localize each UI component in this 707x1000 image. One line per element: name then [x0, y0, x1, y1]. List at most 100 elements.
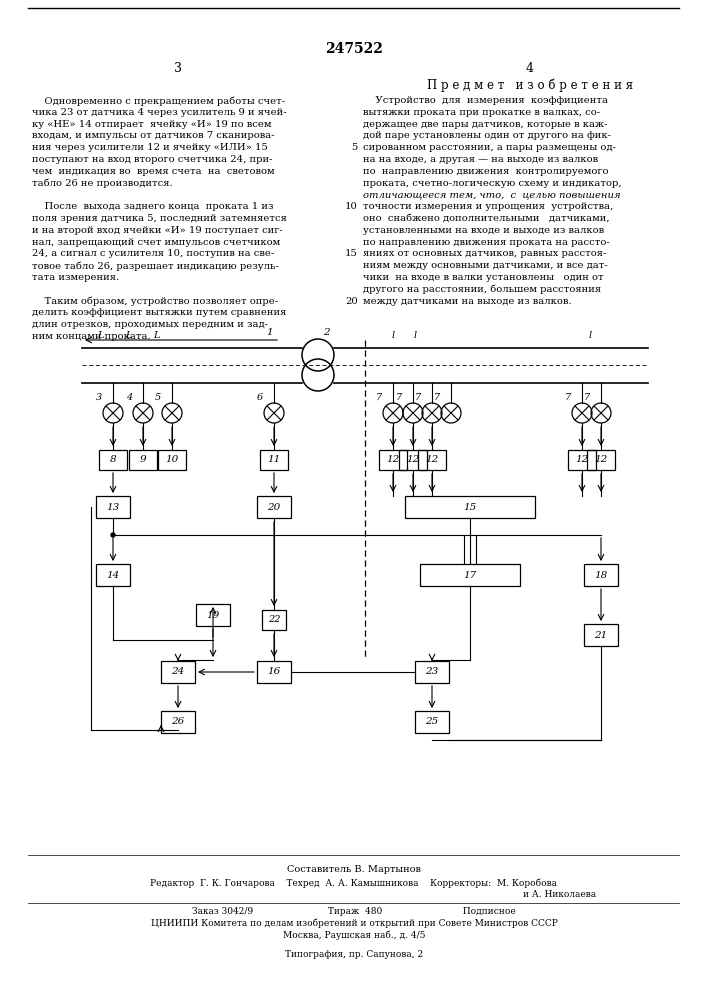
- Text: Редактор  Г. К. Гончарова    Техред  А. А. Камышникова    Корректоры:  М. Коробо: Редактор Г. К. Гончарова Техред А. А. Ка…: [151, 878, 558, 888]
- Text: 12: 12: [426, 456, 438, 464]
- Text: по  направлению движения  контролируемого: по направлению движения контролируемого: [363, 167, 609, 176]
- Text: 23: 23: [426, 668, 438, 676]
- Circle shape: [111, 533, 115, 537]
- Text: между датчиками на выходе из валков.: между датчиками на выходе из валков.: [363, 297, 571, 306]
- Text: длин отрезков, проходимых передним и зад-: длин отрезков, проходимых передним и зад…: [32, 320, 268, 329]
- Bar: [405, 496, 535, 518]
- Text: Таким образом, устройство позволяет опре-: Таким образом, устройство позволяет опре…: [32, 297, 278, 306]
- Text: L: L: [153, 331, 159, 340]
- Text: входам, и импульсы от датчиков 7 сканирова-: входам, и импульсы от датчиков 7 сканиро…: [32, 131, 274, 140]
- Text: 6: 6: [257, 393, 263, 402]
- Text: 12: 12: [575, 456, 589, 464]
- Text: Москва, Раушская наб., д. 4/5: Москва, Раушская наб., д. 4/5: [283, 931, 425, 940]
- Text: делить коэффициент вытяжки путем сравнения: делить коэффициент вытяжки путем сравнен…: [32, 308, 286, 317]
- Bar: [158, 450, 186, 470]
- Text: Устройство  для  измерения  коэффициента: Устройство для измерения коэффициента: [363, 96, 608, 105]
- Text: нал, запрещающий счет импульсов счетчиком: нал, запрещающий счет импульсов счетчико…: [32, 238, 280, 247]
- Text: отличающееся тем, что,  с  целью повышения: отличающееся тем, что, с целью повышения: [363, 190, 621, 199]
- Text: 11: 11: [267, 456, 281, 464]
- Text: 20: 20: [267, 502, 281, 512]
- Text: оно  снабжено дополнительными   датчиками,: оно снабжено дополнительными датчиками,: [363, 214, 609, 223]
- Text: 5: 5: [351, 143, 358, 152]
- Text: другого на расстоянии, большем расстояния: другого на расстоянии, большем расстояни…: [363, 285, 601, 294]
- Text: 10: 10: [345, 202, 358, 211]
- Text: ним концами проката.: ним концами проката.: [32, 332, 151, 341]
- Text: на на входе, а другая — на выходе из валков: на на входе, а другая — на выходе из вал…: [363, 155, 598, 164]
- Text: 17: 17: [463, 570, 477, 580]
- Text: чики  на входе в валки установлены   один от: чики на входе в валки установлены один о…: [363, 273, 604, 282]
- Text: 2: 2: [323, 328, 329, 337]
- Text: 21: 21: [595, 631, 607, 640]
- Bar: [129, 450, 157, 470]
- Bar: [161, 711, 195, 733]
- Text: проката, счетно-логическую схему и индикатор,: проката, счетно-логическую схему и индик…: [363, 179, 621, 188]
- Text: l: l: [392, 331, 395, 340]
- Text: по направлению движения проката на рассто-: по направлению движения проката на расст…: [363, 238, 609, 247]
- Text: 7: 7: [415, 393, 421, 402]
- Text: L: L: [124, 331, 132, 340]
- Text: дой паре установлены один от другого на фик-: дой паре установлены один от другого на …: [363, 131, 611, 140]
- Text: 3: 3: [95, 393, 102, 402]
- Text: 12: 12: [386, 456, 399, 464]
- Text: 18: 18: [595, 570, 607, 580]
- Text: ку «НЕ» 14 отпирает  ячейку «И» 19 по всем: ку «НЕ» 14 отпирает ячейку «И» 19 по все…: [32, 120, 271, 129]
- Text: и А. Николаева: и А. Николаева: [523, 890, 597, 899]
- Bar: [257, 661, 291, 683]
- Text: и на второй вход ячейки «И» 19 поступает сиг-: и на второй вход ячейки «И» 19 поступает…: [32, 226, 283, 235]
- Text: 20: 20: [345, 297, 358, 306]
- Bar: [262, 610, 286, 630]
- Text: 7: 7: [375, 393, 382, 402]
- Text: 7: 7: [565, 393, 571, 402]
- Bar: [379, 450, 407, 470]
- Bar: [415, 711, 449, 733]
- Bar: [418, 450, 446, 470]
- Text: L: L: [97, 331, 103, 340]
- Bar: [99, 450, 127, 470]
- Text: 22: 22: [268, 615, 280, 624]
- Text: точности измерения и упрощения  устройства,: точности измерения и упрощения устройств…: [363, 202, 614, 211]
- Text: 7: 7: [396, 393, 402, 402]
- Text: Заказ 3042/9                          Тираж  480                            Подп: Заказ 3042/9 Тираж 480 Подп: [192, 907, 516, 916]
- Text: 3: 3: [174, 62, 182, 75]
- Text: 247522: 247522: [325, 42, 383, 56]
- Text: 16: 16: [267, 668, 281, 676]
- Bar: [420, 564, 520, 586]
- Text: 10: 10: [165, 456, 179, 464]
- Bar: [587, 450, 615, 470]
- Bar: [415, 661, 449, 683]
- Bar: [96, 496, 130, 518]
- Text: поступают на вход второго счетчика 24, при-: поступают на вход второго счетчика 24, п…: [32, 155, 272, 164]
- Text: 24: 24: [171, 668, 185, 676]
- Bar: [399, 450, 427, 470]
- Text: П р е д м е т   и з о б р е т е н и я: П р е д м е т и з о б р е т е н и я: [427, 78, 633, 92]
- Bar: [161, 661, 195, 683]
- Text: Составитель В. Мартынов: Составитель В. Мартынов: [287, 865, 421, 874]
- Text: яниях от основных датчиков, равных расстоя-: яниях от основных датчиков, равных расст…: [363, 249, 607, 258]
- Text: сированном расстоянии, а пары размещены од-: сированном расстоянии, а пары размещены …: [363, 143, 616, 152]
- Bar: [568, 450, 596, 470]
- Text: ния через усилители 12 и ячейку «ИЛИ» 15: ния через усилители 12 и ячейку «ИЛИ» 15: [32, 143, 268, 152]
- Text: поля зрения датчика 5, последний затемняется: поля зрения датчика 5, последний затемня…: [32, 214, 287, 223]
- Text: товое табло 26, разрешает индикацию резуль-: товое табло 26, разрешает индикацию резу…: [32, 261, 279, 271]
- Text: тата измерения.: тата измерения.: [32, 273, 119, 282]
- Text: Одновременно с прекращением работы счет-: Одновременно с прекращением работы счет-: [32, 96, 285, 105]
- Text: 15: 15: [463, 502, 477, 512]
- Text: 12: 12: [595, 456, 607, 464]
- Text: 9: 9: [140, 456, 146, 464]
- Text: ниям между основными датчиками, и все дат-: ниям между основными датчиками, и все да…: [363, 261, 608, 270]
- Text: держащее две пары датчиков, которые в каж-: держащее две пары датчиков, которые в ка…: [363, 120, 607, 129]
- Text: 14: 14: [106, 570, 119, 580]
- Text: 4: 4: [526, 62, 534, 75]
- Text: табло 26 не производится.: табло 26 не производится.: [32, 179, 173, 188]
- Text: 8: 8: [110, 456, 117, 464]
- Text: 25: 25: [426, 718, 438, 726]
- Bar: [196, 604, 230, 626]
- Text: 4: 4: [126, 393, 132, 402]
- Text: 13: 13: [106, 502, 119, 512]
- Text: установленными на входе и выходе из валков: установленными на входе и выходе из валк…: [363, 226, 604, 235]
- Text: 7: 7: [584, 393, 590, 402]
- Bar: [96, 564, 130, 586]
- Text: l: l: [588, 331, 592, 340]
- Bar: [584, 564, 618, 586]
- Text: После  выхода заднего конца  проката 1 из: После выхода заднего конца проката 1 из: [32, 202, 274, 211]
